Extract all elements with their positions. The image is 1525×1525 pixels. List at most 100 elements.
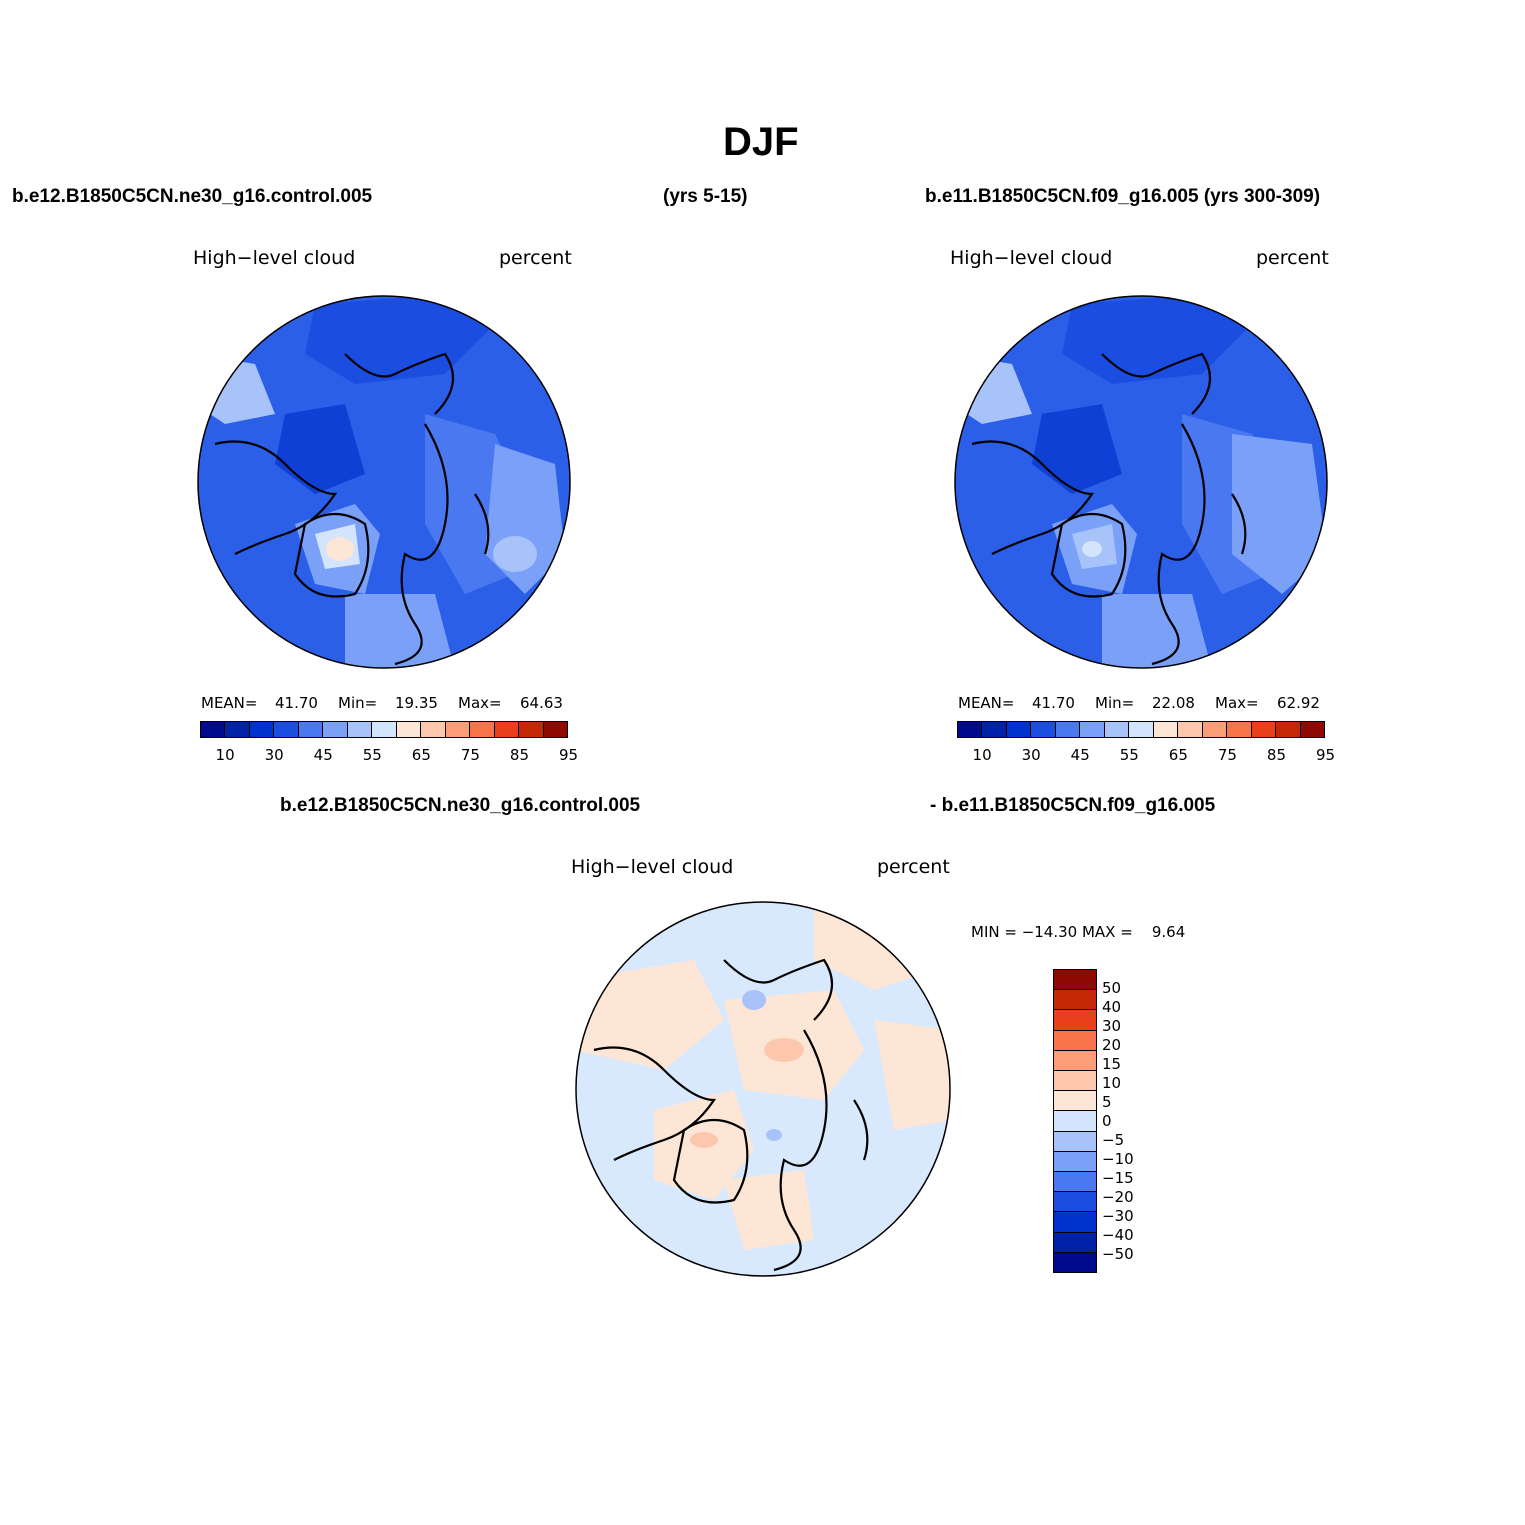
colorbar-tick-label: 30 bbox=[1102, 1017, 1122, 1035]
case-left-years: (yrs 5-15) bbox=[663, 186, 748, 207]
diff-fill-positive-northeast bbox=[814, 910, 934, 990]
colorbar-cell bbox=[1055, 722, 1081, 737]
diff-variable: High−level cloud bbox=[571, 856, 734, 878]
panel2-colorbar bbox=[957, 721, 1325, 738]
colorbar-tick-label: 65 bbox=[411, 746, 431, 764]
colorbar-cell bbox=[1251, 722, 1277, 737]
panel1-coastline-north-america bbox=[214, 333, 567, 666]
colorbar-cell bbox=[201, 722, 226, 737]
panel1-units: percent bbox=[499, 247, 572, 269]
colorbar-cell bbox=[470, 722, 495, 737]
colorbar-tick-label: 45 bbox=[313, 746, 333, 764]
panel1-colorbar bbox=[200, 721, 568, 738]
diff-fill-negative-core-1 bbox=[742, 990, 766, 1010]
colorbar-tick-label: 10 bbox=[215, 746, 235, 764]
colorbar-cell bbox=[1054, 1211, 1096, 1232]
colorbar-tick-label: −5 bbox=[1102, 1131, 1125, 1149]
panel1-variable: High−level cloud bbox=[193, 247, 356, 269]
colorbar-cell bbox=[958, 722, 983, 737]
panel1-min-label: Min= bbox=[338, 694, 378, 712]
panel2-variable: High−level cloud bbox=[950, 247, 1113, 269]
colorbar-tick-label: 40 bbox=[1102, 998, 1122, 1016]
colorbar-cell bbox=[274, 722, 299, 737]
panel1-fill-greenland-center bbox=[326, 537, 354, 561]
colorbar-cell bbox=[1054, 1009, 1096, 1030]
colorbar-tick-label: 55 bbox=[1119, 746, 1139, 764]
colorbar-tick-label: 65 bbox=[1168, 746, 1188, 764]
panel2-max-value: 62.92 bbox=[1277, 694, 1320, 712]
colorbar-cell bbox=[1300, 722, 1325, 737]
colorbar-cell bbox=[543, 722, 568, 737]
colorbar-cell bbox=[1054, 1191, 1096, 1212]
colorbar-tick-label: 0 bbox=[1102, 1112, 1112, 1130]
colorbar-cell bbox=[323, 722, 348, 737]
diff-fill-negative-core-2 bbox=[766, 1129, 782, 1141]
diff-colorbar bbox=[1053, 969, 1097, 1273]
panel2-mean-label: MEAN= bbox=[958, 694, 1015, 712]
colorbar-tick-label: 5 bbox=[1102, 1093, 1112, 1111]
colorbar-tick-label: 10 bbox=[1102, 1074, 1122, 1092]
panel1-mean-value: 41.70 bbox=[275, 694, 318, 712]
colorbar-cell bbox=[1054, 1231, 1096, 1252]
panel2-map bbox=[954, 295, 1328, 669]
colorbar-cell bbox=[1054, 1029, 1096, 1050]
panel2-max-label: Max= bbox=[1215, 694, 1259, 712]
colorbar-tick-label: −10 bbox=[1102, 1150, 1134, 1168]
colorbar-cell bbox=[421, 722, 446, 737]
panel2-min-label: Min= bbox=[1095, 694, 1135, 712]
colorbar-cell bbox=[1227, 722, 1252, 737]
diff-map bbox=[575, 901, 951, 1277]
panel2-coastline-north-america bbox=[971, 333, 1324, 666]
colorbar-tick-label: 95 bbox=[1316, 746, 1336, 764]
panel2-units: percent bbox=[1256, 247, 1329, 269]
colorbar-cell bbox=[1080, 722, 1105, 737]
colorbar-cell bbox=[494, 722, 520, 737]
colorbar-tick-label: −40 bbox=[1102, 1226, 1134, 1244]
colorbar-tick-label: 75 bbox=[460, 746, 480, 764]
colorbar-cell bbox=[1054, 1251, 1096, 1272]
diff-colorbar-ticks: −50 −40 −30 −20 −15 −10 −5 0 5 10 15 20 30 40 50 bbox=[1102, 969, 1162, 1273]
colorbar-tick-label: 20 bbox=[1102, 1036, 1122, 1054]
colorbar-cell bbox=[1276, 722, 1301, 737]
colorbar-cell bbox=[249, 722, 275, 737]
colorbar-cell bbox=[445, 722, 471, 737]
colorbar-tick-label: 95 bbox=[559, 746, 579, 764]
panel1-colorbar-ticks: 10 30 45 55 65 75 85 95 bbox=[200, 746, 579, 766]
colorbar-cell bbox=[1054, 1130, 1096, 1151]
colorbar-cell bbox=[1054, 1090, 1096, 1111]
colorbar-cell bbox=[1178, 722, 1203, 737]
colorbar-tick-label: −15 bbox=[1102, 1169, 1134, 1187]
panel1-fill-pacific bbox=[493, 536, 537, 572]
colorbar-tick-label: 30 bbox=[1021, 746, 1041, 764]
colorbar-cell bbox=[1054, 1110, 1096, 1131]
panel1-map bbox=[197, 295, 571, 669]
panel2-fill-atlantic bbox=[1102, 594, 1212, 668]
colorbar-cell bbox=[347, 722, 373, 737]
colorbar-cell bbox=[1054, 1049, 1096, 1070]
diff-fill-positive-west bbox=[576, 960, 724, 1070]
colorbar-cell bbox=[396, 722, 422, 737]
panel1-max-value: 64.63 bbox=[520, 694, 563, 712]
colorbar-tick-label: −30 bbox=[1102, 1207, 1134, 1225]
colorbar-cell bbox=[1054, 1170, 1096, 1192]
panel1-mean-label: MEAN= bbox=[201, 694, 258, 712]
colorbar-cell bbox=[519, 722, 544, 737]
diff-fill-positive-core-2 bbox=[690, 1132, 718, 1148]
diff-case-left: b.e12.B1850C5CN.ne30_g16.control.005 bbox=[280, 795, 641, 816]
diff-fill-positive-east bbox=[874, 1020, 950, 1130]
colorbar-cell bbox=[298, 722, 324, 737]
panel2-colorbar-ticks: 10 30 45 55 65 75 85 95 bbox=[957, 746, 1336, 766]
diff-coastline-north-america bbox=[593, 939, 946, 1272]
figure-title: DJF bbox=[723, 120, 799, 164]
colorbar-cell bbox=[1129, 722, 1154, 737]
colorbar-cell bbox=[1202, 722, 1228, 737]
colorbar-cell bbox=[1054, 1069, 1096, 1091]
colorbar-tick-label: 50 bbox=[1102, 979, 1122, 997]
panel1-fill-atlantic bbox=[345, 594, 455, 668]
colorbar-tick-label: 55 bbox=[362, 746, 382, 764]
panel2-fill-light bbox=[1232, 434, 1327, 594]
colorbar-tick-label: 85 bbox=[1266, 746, 1287, 764]
colorbar-cell bbox=[1031, 722, 1056, 737]
colorbar-cell bbox=[1153, 722, 1179, 737]
case-right-label: b.e11.B1850C5CN.f09_g16.005 (yrs 300-309… bbox=[925, 186, 1321, 207]
